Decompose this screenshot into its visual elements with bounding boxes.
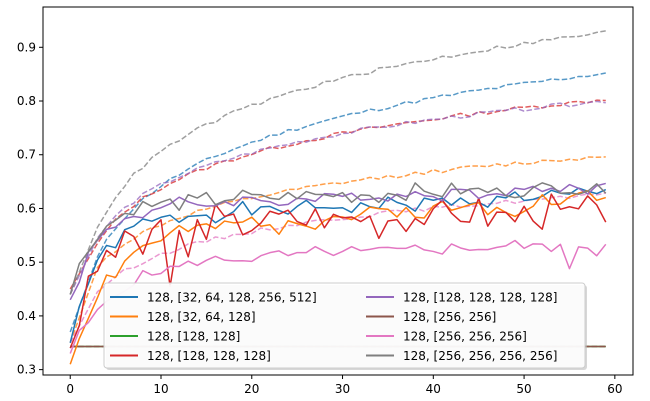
y-tick-label: 0.8 bbox=[17, 94, 36, 108]
legend-label: 128, [32, 64, 128] bbox=[147, 310, 256, 324]
legend-label: 128, [128, 128] bbox=[147, 330, 240, 344]
axes-frame bbox=[42, 6, 634, 376]
x-tick-label: 10 bbox=[153, 382, 168, 396]
y-tick-label: 0.4 bbox=[17, 309, 36, 323]
y-tick-label: 0.5 bbox=[17, 255, 36, 269]
series-line-4-validation bbox=[69, 193, 607, 349]
y-tick-label: 0.3 bbox=[17, 363, 36, 377]
x-tick-label: 20 bbox=[244, 382, 259, 396]
y-tick-label: 0.6 bbox=[17, 201, 36, 215]
x-tick-label: 60 bbox=[607, 382, 622, 396]
x-tick-label: 40 bbox=[426, 382, 441, 396]
x-tick-label: 30 bbox=[335, 382, 350, 396]
legend-label: 128, [256, 256, 256] bbox=[403, 330, 527, 344]
x-axis: 0 10 20 30 40 50 60 bbox=[66, 375, 622, 396]
legend-label: 128, [256, 256, 256, 256] bbox=[403, 349, 557, 363]
series-line-8-training bbox=[69, 30, 606, 295]
legend-box bbox=[103, 282, 586, 369]
legend: 128, [32, 64, 128, 256, 512] 128, [32, 64… bbox=[103, 282, 587, 370]
series-line-7-training bbox=[69, 192, 606, 344]
y-tick-label: 0.7 bbox=[17, 148, 36, 162]
legend-label: 128, [256, 256] bbox=[403, 310, 496, 324]
series-line-8-validation bbox=[69, 182, 607, 295]
legend-label: 128, [128, 128, 128, 128] bbox=[403, 291, 557, 305]
legend-label: 128, [32, 64, 128, 256, 512] bbox=[147, 291, 317, 305]
series-line-1-validation bbox=[69, 187, 607, 343]
y-tick-label: 0.9 bbox=[17, 40, 36, 54]
plot-lines bbox=[69, 30, 607, 365]
x-tick-label: 50 bbox=[516, 382, 531, 396]
series-line-5-training bbox=[69, 100, 606, 295]
x-tick-label: 0 bbox=[66, 382, 74, 396]
legend-label: 128, [128, 128, 128] bbox=[147, 349, 271, 363]
series-line-4-training bbox=[69, 99, 606, 290]
series-line-7-validation bbox=[69, 239, 607, 354]
series-line-2-training bbox=[69, 156, 606, 344]
y-axis: 0.3 0.4 0.5 0.6 0.7 0.8 0.9 bbox=[17, 40, 43, 377]
series-line-1-training bbox=[69, 72, 606, 333]
